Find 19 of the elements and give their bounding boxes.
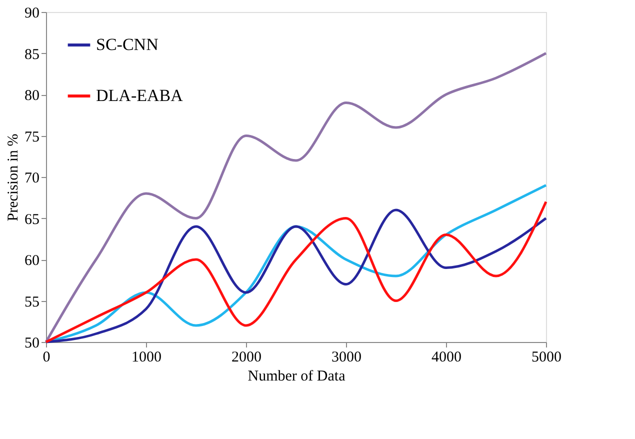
y-tick-label: 75 bbox=[24, 129, 40, 146]
x-tick-label: 1000 bbox=[132, 350, 162, 366]
y-tick-label: 55 bbox=[24, 294, 40, 310]
x-tick-label: 2000 bbox=[232, 350, 262, 366]
x-axis-title: Number of Data bbox=[248, 368, 346, 384]
y-tick-label: 90 bbox=[24, 6, 40, 22]
y-axis-title: Precision in % bbox=[6, 134, 22, 222]
y-tick-label: 70 bbox=[24, 170, 40, 186]
y-tick-label: 85 bbox=[24, 46, 40, 63]
legend-label: SC-CNN bbox=[96, 35, 158, 54]
x-tick-label: 5000 bbox=[532, 350, 562, 366]
x-tick-label: 0 bbox=[42, 350, 50, 366]
x-tick-label: 3000 bbox=[332, 350, 362, 366]
x-tick-label: 4000 bbox=[432, 350, 462, 366]
y-tick-label: 50 bbox=[24, 336, 40, 352]
y-tick-label: 65 bbox=[24, 212, 40, 228]
y-tick-label: 60 bbox=[24, 253, 40, 269]
legend-label: DLA-EABA bbox=[96, 86, 184, 105]
y-tick-label: 80 bbox=[24, 88, 40, 104]
